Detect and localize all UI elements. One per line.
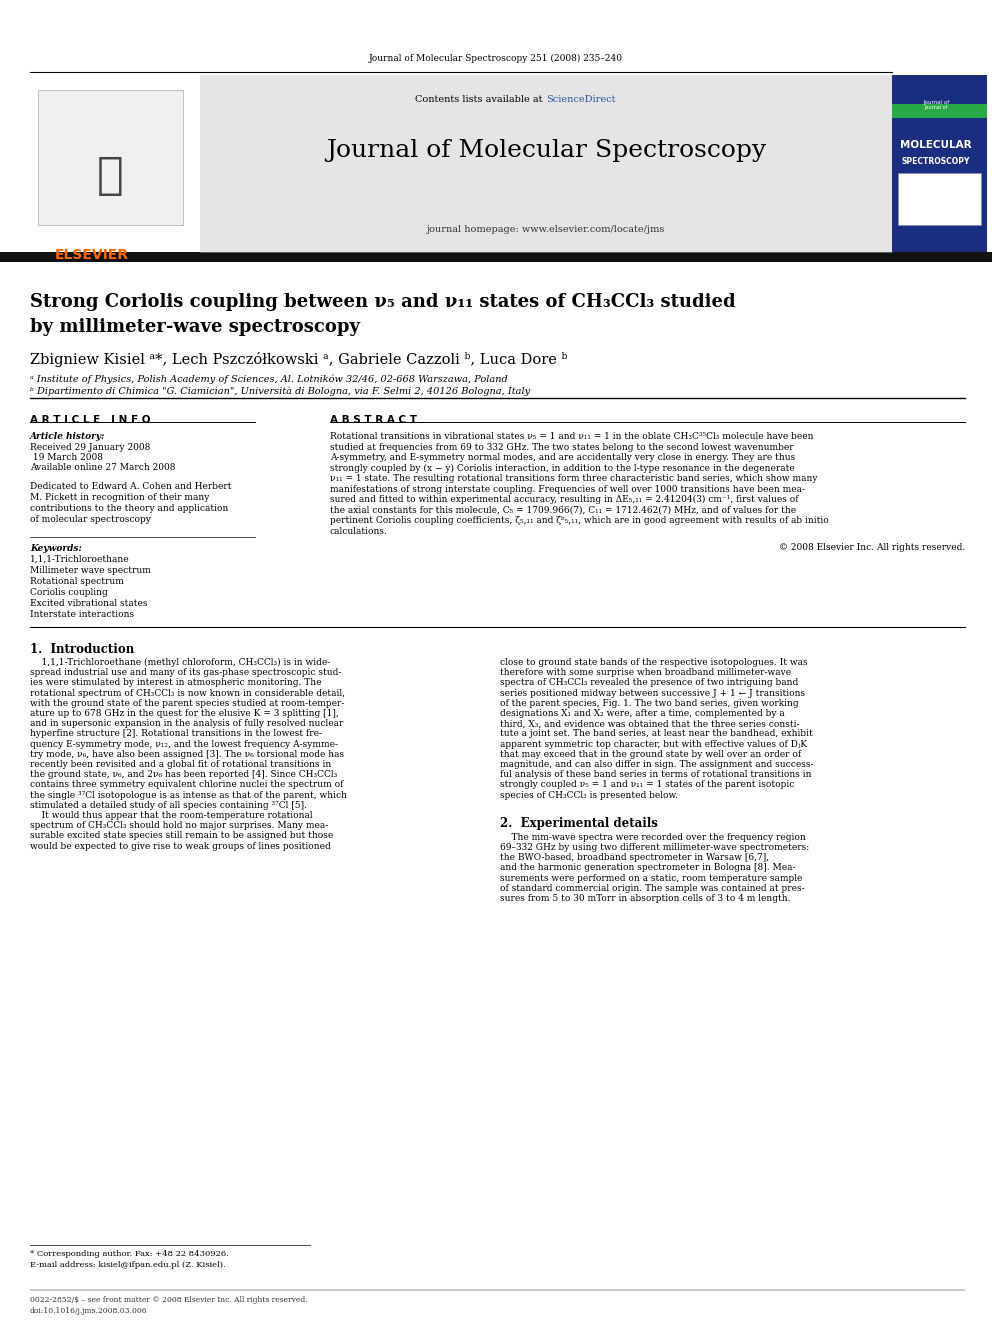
Text: of the parent species, Fig. 1. The two band series, given working: of the parent species, Fig. 1. The two b… <box>500 699 799 708</box>
Text: tute a joint set. The band series, at least near the bandhead, exhibit: tute a joint set. The band series, at le… <box>500 729 812 738</box>
Text: Journal of Molecular Spectroscopy 251 (2008) 235–240: Journal of Molecular Spectroscopy 251 (2… <box>369 53 623 62</box>
Text: close to ground state bands of the respective isotopologues. It was: close to ground state bands of the respe… <box>500 658 807 667</box>
Text: recently been revisited and a global fit of rotational transitions in: recently been revisited and a global fit… <box>30 759 331 769</box>
Text: A-symmetry, and E-symmetry normal modes, and are accidentally very close in ener: A-symmetry, and E-symmetry normal modes,… <box>330 452 796 462</box>
Text: Rotational transitions in vibrational states ν₅ = 1 and ν₁₁ = 1 in the oblate CH: Rotational transitions in vibrational st… <box>330 433 813 441</box>
Text: 🌳: 🌳 <box>96 153 123 197</box>
Text: It would thus appear that the room-temperature rotational: It would thus appear that the room-tempe… <box>30 811 312 820</box>
Text: ᵃ Institute of Physics, Polish Academy of Sciences, Al. Lotników 32/46, 02-668 W: ᵃ Institute of Physics, Polish Academy o… <box>30 374 508 384</box>
Text: surements were performed on a static, room temperature sample: surements were performed on a static, ro… <box>500 873 803 882</box>
Text: the BWO-based, broadband spectrometer in Warsaw [6,7],: the BWO-based, broadband spectrometer in… <box>500 853 769 863</box>
Text: Contents lists available at: Contents lists available at <box>416 95 546 105</box>
Text: ELSEVIER: ELSEVIER <box>55 247 129 262</box>
Text: and in supersonic expansion in the analysis of fully resolved nuclear: and in supersonic expansion in the analy… <box>30 720 343 728</box>
Text: contains three symmetry equivalent chlorine nuclei the spectrum of: contains three symmetry equivalent chlor… <box>30 781 343 790</box>
Text: ies were stimulated by interest in atmospheric monitoring. The: ies were stimulated by interest in atmos… <box>30 679 321 688</box>
Text: Received 29 January 2008: Received 29 January 2008 <box>30 443 151 452</box>
Text: with the ground state of the parent species studied at room-temper-: with the ground state of the parent spec… <box>30 699 344 708</box>
Text: Journal of: Journal of <box>925 106 947 111</box>
Text: 2.  Experimental details: 2. Experimental details <box>500 816 658 830</box>
Text: strongly coupled by (x − y) Coriolis interaction, in addition to the l-type reso: strongly coupled by (x − y) Coriolis int… <box>330 463 795 472</box>
Text: pertinent Coriolis coupling coefficients, ζ₅,₁₁ and ζᵇ₅,₁₁, which are in good ag: pertinent Coriolis coupling coefficients… <box>330 516 828 525</box>
Text: studied at frequencies from 69 to 332 GHz. The two states belong to the second l: studied at frequencies from 69 to 332 GH… <box>330 442 794 451</box>
Bar <box>200 75 892 255</box>
Text: © 2008 Elsevier Inc. All rights reserved.: © 2008 Elsevier Inc. All rights reserved… <box>779 542 965 552</box>
Text: species of CH₃CCl₃ is presented below.: species of CH₃CCl₃ is presented below. <box>500 791 678 799</box>
Text: designations X₁ and X₂ were, after a time, complemented by a: designations X₁ and X₂ were, after a tim… <box>500 709 785 718</box>
Text: apparent symmetric top character, but with effective values of DⱼK: apparent symmetric top character, but wi… <box>500 740 807 749</box>
Text: the ground state, ν₆, and 2ν₆ has been reported [4]. Since CH₃CCl₃: the ground state, ν₆, and 2ν₆ has been r… <box>30 770 337 779</box>
Text: Coriolis coupling: Coriolis coupling <box>30 587 108 597</box>
Text: 1,1,1-Trichloroethane (methyl chloroform, CH₃CCl₃) is in wide-: 1,1,1-Trichloroethane (methyl chloroform… <box>30 658 330 667</box>
Text: Zbigniew Kisiel ᵃ*, Lech Pszczółkowski ᵃ, Gabriele Cazzoli ᵇ, Luca Dore ᵇ: Zbigniew Kisiel ᵃ*, Lech Pszczółkowski ᵃ… <box>30 352 567 366</box>
Text: magnitude, and can also differ in sign. The assignment and success-: magnitude, and can also differ in sign. … <box>500 759 813 769</box>
Text: hyperfine structure [2]. Rotational transitions in the lowest fre-: hyperfine structure [2]. Rotational tran… <box>30 729 322 738</box>
Text: the axial constants for this molecule, C₅ = 1709.966(7), C₁₁ = 1712.462(7) MHz, : the axial constants for this molecule, C… <box>330 505 797 515</box>
Text: Millimeter wave spectrum: Millimeter wave spectrum <box>30 566 151 576</box>
Text: strongly coupled ν₅ = 1 and ν₁₁ = 1 states of the parent isotopic: strongly coupled ν₅ = 1 and ν₁₁ = 1 stat… <box>500 781 795 790</box>
Text: Interstate interactions: Interstate interactions <box>30 610 134 619</box>
Text: Journal of: Journal of <box>923 101 949 105</box>
Bar <box>892 105 987 118</box>
Text: calculations.: calculations. <box>330 527 388 536</box>
Text: that may exceed that in the ground state by well over an order of: that may exceed that in the ground state… <box>500 750 802 759</box>
Text: Keywords:: Keywords: <box>30 544 82 553</box>
Bar <box>38 90 183 225</box>
Text: stimulated a detailed study of all species containing ³⁷Cl [5].: stimulated a detailed study of all speci… <box>30 800 307 810</box>
Text: Available online 27 March 2008: Available online 27 March 2008 <box>30 463 176 472</box>
Bar <box>892 75 987 255</box>
Text: series positioned midway between successive J + 1 ← J transitions: series positioned midway between success… <box>500 688 806 697</box>
Text: E-mail address: kisiel@ifpan.edu.pl (Z. Kisiel).: E-mail address: kisiel@ifpan.edu.pl (Z. … <box>30 1261 225 1269</box>
Text: A R T I C L E   I N F O: A R T I C L E I N F O <box>30 415 151 425</box>
Text: contributions to the theory and application: contributions to the theory and applicat… <box>30 504 228 513</box>
Text: surable excited state species still remain to be assigned but those: surable excited state species still rema… <box>30 831 333 840</box>
Text: sured and fitted to within experimental accuracy, resulting in ΔE₅,₁₁ = 2.41204(: sured and fitted to within experimental … <box>330 495 799 504</box>
Bar <box>898 173 981 225</box>
Text: ScienceDirect: ScienceDirect <box>546 95 615 105</box>
Bar <box>30 75 200 255</box>
Text: sures from 5 to 30 mTorr in absorption cells of 3 to 4 m length.: sures from 5 to 30 mTorr in absorption c… <box>500 894 791 904</box>
Text: of standard commercial origin. The sample was contained at pres-: of standard commercial origin. The sampl… <box>500 884 805 893</box>
Text: doi:10.1016/j.jms.2008.03.006: doi:10.1016/j.jms.2008.03.006 <box>30 1307 148 1315</box>
Text: of molecular spectroscopy: of molecular spectroscopy <box>30 515 151 524</box>
Text: try mode, ν₆, have also been assigned [3]. The ν₆ torsional mode has: try mode, ν₆, have also been assigned [3… <box>30 750 344 759</box>
Text: * Corresponding author. Fax: +48 22 8430926.: * Corresponding author. Fax: +48 22 8430… <box>30 1250 229 1258</box>
Text: The mm-wave spectra were recorded over the frequency region: The mm-wave spectra were recorded over t… <box>500 832 806 841</box>
Text: by millimeter-wave spectroscopy: by millimeter-wave spectroscopy <box>30 318 360 336</box>
Text: A B S T R A C T: A B S T R A C T <box>330 415 417 425</box>
Text: 1,1,1-Trichloroethane: 1,1,1-Trichloroethane <box>30 556 130 564</box>
Text: would be expected to give rise to weak groups of lines positioned: would be expected to give rise to weak g… <box>30 841 330 851</box>
Text: 1.  Introduction: 1. Introduction <box>30 643 134 656</box>
Text: MOLECULAR: MOLECULAR <box>900 140 972 149</box>
Text: M. Pickett in recognition of their many: M. Pickett in recognition of their many <box>30 493 209 501</box>
Bar <box>0 251 992 262</box>
Text: and the harmonic generation spectrometer in Bologna [8]. Mea-: and the harmonic generation spectrometer… <box>500 864 796 872</box>
Text: third, X₃, and evidence was obtained that the three series consti-: third, X₃, and evidence was obtained tha… <box>500 720 800 728</box>
Text: 19 March 2008: 19 March 2008 <box>30 452 103 462</box>
Text: Article history:: Article history: <box>30 433 105 441</box>
Text: journal homepage: www.elsevier.com/locate/jms: journal homepage: www.elsevier.com/locat… <box>427 225 666 234</box>
Text: Excited vibrational states: Excited vibrational states <box>30 599 148 609</box>
Text: spectra of CH₃CCl₃ revealed the presence of two intriguing band: spectra of CH₃CCl₃ revealed the presence… <box>500 679 799 688</box>
Text: Journal of Molecular Spectroscopy: Journal of Molecular Spectroscopy <box>326 139 766 161</box>
Text: Dedicated to Edward A. Cohen and Herbert: Dedicated to Edward A. Cohen and Herbert <box>30 482 231 491</box>
Text: the single ³⁷Cl isotopologue is as intense as that of the parent, which: the single ³⁷Cl isotopologue is as inten… <box>30 791 347 799</box>
Text: ν₁₁ = 1 state. The resulting rotational transitions form three characteristic ba: ν₁₁ = 1 state. The resulting rotational … <box>330 474 817 483</box>
Text: therefore with some surprise when broadband millimeter-wave: therefore with some surprise when broadb… <box>500 668 792 677</box>
Text: manifestations of strong interstate coupling. Frequencies of well over 1000 tran: manifestations of strong interstate coup… <box>330 484 805 493</box>
Text: Strong Coriolis coupling between ν₅ and ν₁₁ states of CH₃CCl₃ studied: Strong Coriolis coupling between ν₅ and … <box>30 292 736 311</box>
Text: Rotational spectrum: Rotational spectrum <box>30 577 124 586</box>
Text: SPECTROSCOPY: SPECTROSCOPY <box>902 157 970 167</box>
Text: 0022-2852/$ – see front matter © 2008 Elsevier Inc. All rights reserved.: 0022-2852/$ – see front matter © 2008 El… <box>30 1297 308 1304</box>
Text: 69–332 GHz by using two different millimeter-wave spectrometers:: 69–332 GHz by using two different millim… <box>500 843 809 852</box>
Text: ᵇ Dipartimento di Chimica "G. Ciamician", Università di Bologna, via F. Selmi 2,: ᵇ Dipartimento di Chimica "G. Ciamician"… <box>30 386 530 396</box>
Text: rotational spectrum of CH₃CCl₃ is now known in considerable detail,: rotational spectrum of CH₃CCl₃ is now kn… <box>30 688 345 697</box>
Text: spread industrial use and many of its gas-phase spectroscopic stud-: spread industrial use and many of its ga… <box>30 668 341 677</box>
Text: ful analysis of these band series in terms of rotational transitions in: ful analysis of these band series in ter… <box>500 770 811 779</box>
Text: ature up to 678 GHz in the quest for the elusive K = 3 splitting [1],: ature up to 678 GHz in the quest for the… <box>30 709 338 718</box>
Text: quency E-symmetry mode, ν₁₂, and the lowest frequency A-symme-: quency E-symmetry mode, ν₁₂, and the low… <box>30 740 338 749</box>
Text: spectrum of CH₃CCl₃ should hold no major surprises. Many mea-: spectrum of CH₃CCl₃ should hold no major… <box>30 822 328 831</box>
